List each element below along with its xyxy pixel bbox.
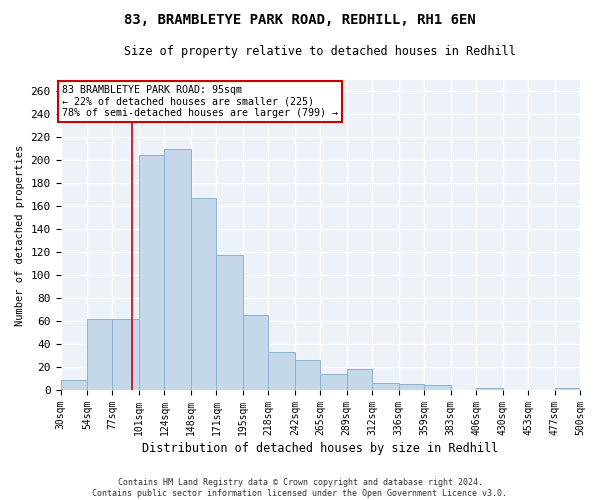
Bar	[372, 383, 399, 390]
Bar	[424, 386, 451, 390]
Bar	[112, 319, 139, 390]
Bar	[476, 388, 503, 390]
Title: Size of property relative to detached houses in Redhill: Size of property relative to detached ho…	[124, 45, 516, 58]
Bar	[554, 388, 580, 390]
Bar	[347, 370, 372, 390]
Y-axis label: Number of detached properties: Number of detached properties	[15, 144, 25, 326]
Bar	[61, 380, 87, 390]
Bar	[268, 352, 295, 390]
X-axis label: Distribution of detached houses by size in Redhill: Distribution of detached houses by size …	[142, 442, 499, 455]
Bar	[87, 319, 112, 390]
Bar	[295, 360, 320, 390]
Bar	[139, 154, 164, 390]
Text: 83 BRAMBLETYE PARK ROAD: 95sqm
← 22% of detached houses are smaller (225)
78% of: 83 BRAMBLETYE PARK ROAD: 95sqm ← 22% of …	[62, 84, 338, 118]
Bar	[191, 198, 217, 390]
Bar	[243, 316, 268, 390]
Text: Contains HM Land Registry data © Crown copyright and database right 2024.
Contai: Contains HM Land Registry data © Crown c…	[92, 478, 508, 498]
Bar	[164, 149, 191, 390]
Text: 83, BRAMBLETYE PARK ROAD, REDHILL, RH1 6EN: 83, BRAMBLETYE PARK ROAD, REDHILL, RH1 6…	[124, 12, 476, 26]
Bar	[399, 384, 424, 390]
Bar	[217, 254, 243, 390]
Bar	[320, 374, 347, 390]
